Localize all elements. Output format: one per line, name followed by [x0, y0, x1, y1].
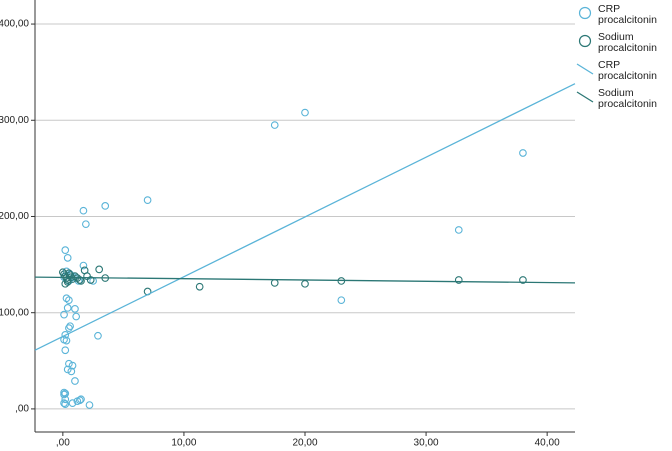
point: [65, 359, 73, 368]
point: [95, 265, 104, 274]
point: [61, 246, 70, 255]
x-tick-label: 10,00: [171, 438, 196, 449]
y-tick-label: 200,00: [0, 211, 29, 222]
point: [83, 272, 91, 280]
legend-label: CRP procalcitonin: [598, 59, 657, 82]
point: [270, 121, 279, 129]
point: [79, 261, 88, 270]
x-tick-label: 40,00: [535, 438, 560, 449]
legend-entry: Sodium procalcitonin: [576, 32, 672, 60]
legend: CRP procalcitonin Sodium procalcitonin CRP…: [576, 4, 672, 116]
legend-line: [576, 91, 594, 103]
point: [65, 296, 73, 305]
point: [62, 336, 71, 345]
point: [63, 254, 72, 262]
point: [94, 331, 102, 340]
point: [270, 279, 279, 287]
point: [72, 312, 81, 321]
point: [61, 389, 70, 398]
point: [60, 310, 68, 319]
point: [301, 108, 309, 117]
point: [63, 278, 72, 286]
fit-line: [34, 276, 576, 284]
x-tick-label: 20,00: [292, 438, 317, 449]
point: [61, 346, 70, 355]
legend-marker: [578, 34, 592, 48]
legend-icon: [576, 91, 594, 103]
point: [60, 390, 68, 399]
point: [67, 367, 76, 376]
point: [68, 361, 77, 370]
legend-icon: [576, 63, 594, 75]
y-tick-label: 300,00: [0, 115, 29, 126]
legend-icon: [578, 34, 592, 48]
x-tick-label: 30,00: [414, 438, 439, 449]
point: [65, 269, 73, 278]
y-tick-label: 400,00: [0, 19, 29, 30]
point: [337, 296, 346, 305]
point: [68, 399, 77, 407]
x-tick-label: ,00: [56, 438, 70, 449]
legend-entry: CRP procalcitonin: [576, 60, 672, 88]
y-tick-label: ,00: [15, 404, 29, 415]
point: [454, 226, 463, 234]
point: [101, 202, 110, 210]
point: [66, 271, 74, 280]
point: [71, 304, 79, 313]
point: [61, 395, 70, 404]
point: [75, 276, 84, 284]
y-tick-label: 100,00: [0, 307, 29, 318]
point: [454, 276, 463, 284]
point: [71, 272, 79, 280]
point: [61, 279, 70, 288]
legend-entry: Sodium procalcitonin: [576, 88, 672, 116]
legend-icon: [578, 6, 592, 20]
point: [62, 294, 71, 303]
point: [519, 149, 527, 157]
point: [301, 279, 309, 288]
point: [143, 196, 152, 204]
point: [65, 324, 73, 332]
point: [77, 395, 85, 404]
point: [60, 399, 68, 407]
point: [61, 400, 70, 408]
legend-marker: [578, 6, 592, 20]
point: [86, 276, 95, 284]
point: [75, 396, 84, 405]
legend-line: [576, 63, 594, 75]
point: [519, 276, 527, 284]
point: [71, 377, 79, 385]
fit-line: [34, 83, 576, 351]
legend-label: CRP procalcitonin: [598, 3, 657, 26]
point: [195, 282, 204, 291]
point: [85, 401, 94, 409]
point: [61, 330, 70, 339]
point: [82, 220, 90, 229]
legend-label: Sodium procalcitonin: [598, 31, 657, 54]
point: [63, 304, 72, 312]
point: [63, 365, 72, 374]
legend-entry: CRP procalcitonin: [576, 4, 672, 32]
legend-label: Sodium procalcitonin: [598, 87, 657, 110]
point: [66, 322, 74, 331]
point: [79, 206, 88, 215]
